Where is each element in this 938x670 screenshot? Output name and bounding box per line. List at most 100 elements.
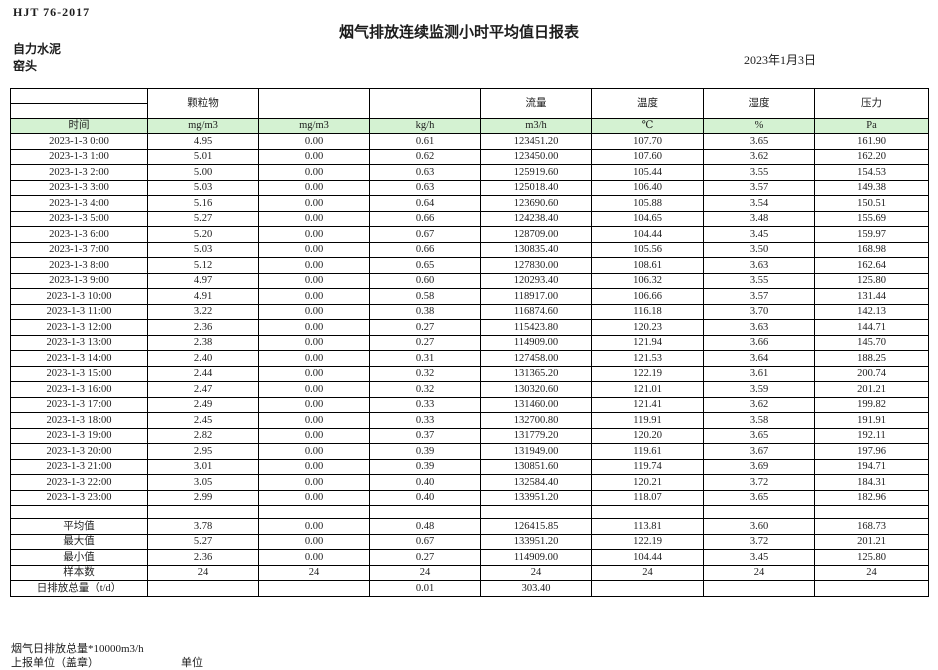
value-cell: 124238.40 [480, 210, 592, 227]
value-cell: 3.45 [703, 226, 815, 243]
value-cell: 118.07 [591, 489, 704, 506]
summary-value-cell [147, 580, 259, 597]
summary-value-cell: 113.81 [591, 518, 704, 535]
time-cell: 2023-1-3 11:00 [10, 303, 148, 320]
value-cell: 114909.00 [480, 334, 592, 351]
value-cell: 5.00 [147, 164, 259, 181]
value-cell: 182.96 [814, 489, 929, 506]
value-cell: 0.00 [258, 474, 370, 491]
spacer-cell [703, 505, 815, 519]
table-row: 2023-1-3 20:00 2.95 0.00 0.39 131949.00 119.6… [10, 443, 929, 460]
value-cell: 150.51 [814, 195, 929, 212]
spacer-row [10, 505, 929, 519]
summary-value-cell: 0.00 [258, 518, 370, 535]
time-cell: 2023-1-3 8:00 [10, 257, 148, 274]
value-cell: 3.55 [703, 164, 815, 181]
summary-label-cell: 样本数 [10, 564, 148, 581]
summary-value-cell: 0.48 [369, 518, 481, 535]
footnote-unit: 单位 [181, 657, 203, 669]
value-cell: 3.50 [703, 241, 815, 258]
value-cell: 3.57 [703, 288, 815, 305]
value-cell: 192.11 [814, 427, 929, 444]
time-cell: 2023-1-3 23:00 [10, 489, 148, 506]
value-cell: 131949.00 [480, 443, 592, 460]
company-name: 自力水泥 [13, 42, 62, 56]
value-cell: 2.38 [147, 334, 259, 351]
value-cell: 5.03 [147, 241, 259, 258]
value-cell: 0.00 [258, 179, 370, 196]
standard-code: HJT 76-2017 [13, 5, 91, 19]
table-row: 2023-1-3 0:00 4.95 0.00 0.61 123451.20 107.70… [10, 133, 929, 150]
value-cell: 0.40 [369, 474, 481, 491]
value-cell: 0.33 [369, 396, 481, 413]
value-cell: 123451.20 [480, 133, 592, 150]
value-cell: 2.82 [147, 427, 259, 444]
summary-value-cell: 303.40 [480, 580, 592, 597]
value-cell: 118917.00 [480, 288, 592, 305]
summary-value-cell: 24 [814, 564, 929, 581]
value-cell: 0.62 [369, 148, 481, 165]
summary-row: 样本数 24 24 24 24 24 24 24 [10, 564, 929, 581]
value-cell: 3.66 [703, 334, 815, 351]
time-cell: 2023-1-3 15:00 [10, 365, 148, 382]
value-cell: 201.21 [814, 381, 929, 398]
time-cell: 2023-1-3 20:00 [10, 443, 148, 460]
value-cell: 0.58 [369, 288, 481, 305]
value-cell: 107.60 [591, 148, 704, 165]
summary-value-cell: 0.67 [369, 533, 481, 550]
monitoring-data-table: 颗粒物 流量 温度 湿度 压力 时间 mg/m3 mg/m3 kg/h m3/h ℃% Pa 2023-… [10, 88, 929, 597]
spacer-cell [10, 505, 148, 519]
spacer-cell [258, 505, 370, 519]
value-cell: 5.12 [147, 257, 259, 274]
value-cell: 0.61 [369, 133, 481, 150]
value-cell: 155.69 [814, 210, 929, 227]
value-cell: 0.00 [258, 272, 370, 289]
summary-label-cell: 日排放总量（t/d） [10, 580, 148, 597]
value-cell: 0.00 [258, 412, 370, 429]
value-cell: 0.00 [258, 133, 370, 150]
value-cell: 2.49 [147, 396, 259, 413]
summary-value-cell: 104.44 [591, 549, 704, 566]
value-cell: 3.64 [703, 350, 815, 367]
value-cell: 200.74 [814, 365, 929, 382]
value-cell: 119.61 [591, 443, 704, 460]
value-cell: 131365.20 [480, 365, 592, 382]
value-cell: 0.33 [369, 412, 481, 429]
column-group-header: 压力 [814, 88, 929, 119]
summary-label-cell: 平均值 [10, 518, 148, 535]
time-cell: 2023-1-3 2:00 [10, 164, 148, 181]
value-cell: 131460.00 [480, 396, 592, 413]
time-cell: 2023-1-3 6:00 [10, 226, 148, 243]
unit-header-cell: Pa [814, 118, 929, 134]
table-row: 2023-1-3 13:00 2.38 0.00 0.27 114909.00 121.9… [10, 334, 929, 351]
value-cell: 130320.60 [480, 381, 592, 398]
value-cell: 119.91 [591, 412, 704, 429]
summary-value-cell: 114909.00 [480, 549, 592, 566]
value-cell: 0.00 [258, 226, 370, 243]
value-cell: 106.40 [591, 179, 704, 196]
value-cell: 104.65 [591, 210, 704, 227]
summary-value-cell: 24 [369, 564, 481, 581]
value-cell: 127458.00 [480, 350, 592, 367]
summary-value-cell: 3.45 [703, 549, 815, 566]
summary-value-cell: 3.60 [703, 518, 815, 535]
column-group-header [258, 88, 370, 119]
time-cell: 2023-1-3 19:00 [10, 427, 148, 444]
time-cell: 2023-1-3 16:00 [10, 381, 148, 398]
table-row: 2023-1-3 23:00 2.99 0.00 0.40 133951.20 118.0… [10, 489, 929, 506]
time-cell: 2023-1-3 22:00 [10, 474, 148, 491]
value-cell: 3.63 [703, 257, 815, 274]
value-cell: 131779.20 [480, 427, 592, 444]
value-cell: 3.70 [703, 303, 815, 320]
summary-value-cell: 201.21 [814, 533, 929, 550]
table-row: 2023-1-3 21:00 3.01 0.00 0.39 130851.60 119.7… [10, 458, 929, 475]
value-cell: 0.00 [258, 381, 370, 398]
summary-value-cell: 3.78 [147, 518, 259, 535]
table-row: 2023-1-3 6:00 5.20 0.00 0.67 128709.00 104.44… [10, 226, 929, 243]
value-cell: 116.18 [591, 303, 704, 320]
time-header-lower-cell [10, 103, 148, 119]
summary-row: 平均值 3.78 0.00 0.48 126415.85 113.81 3.60 168.73 [10, 518, 929, 535]
time-cell: 2023-1-3 12:00 [10, 319, 148, 336]
summary-value-cell: 24 [258, 564, 370, 581]
value-cell: 154.53 [814, 164, 929, 181]
